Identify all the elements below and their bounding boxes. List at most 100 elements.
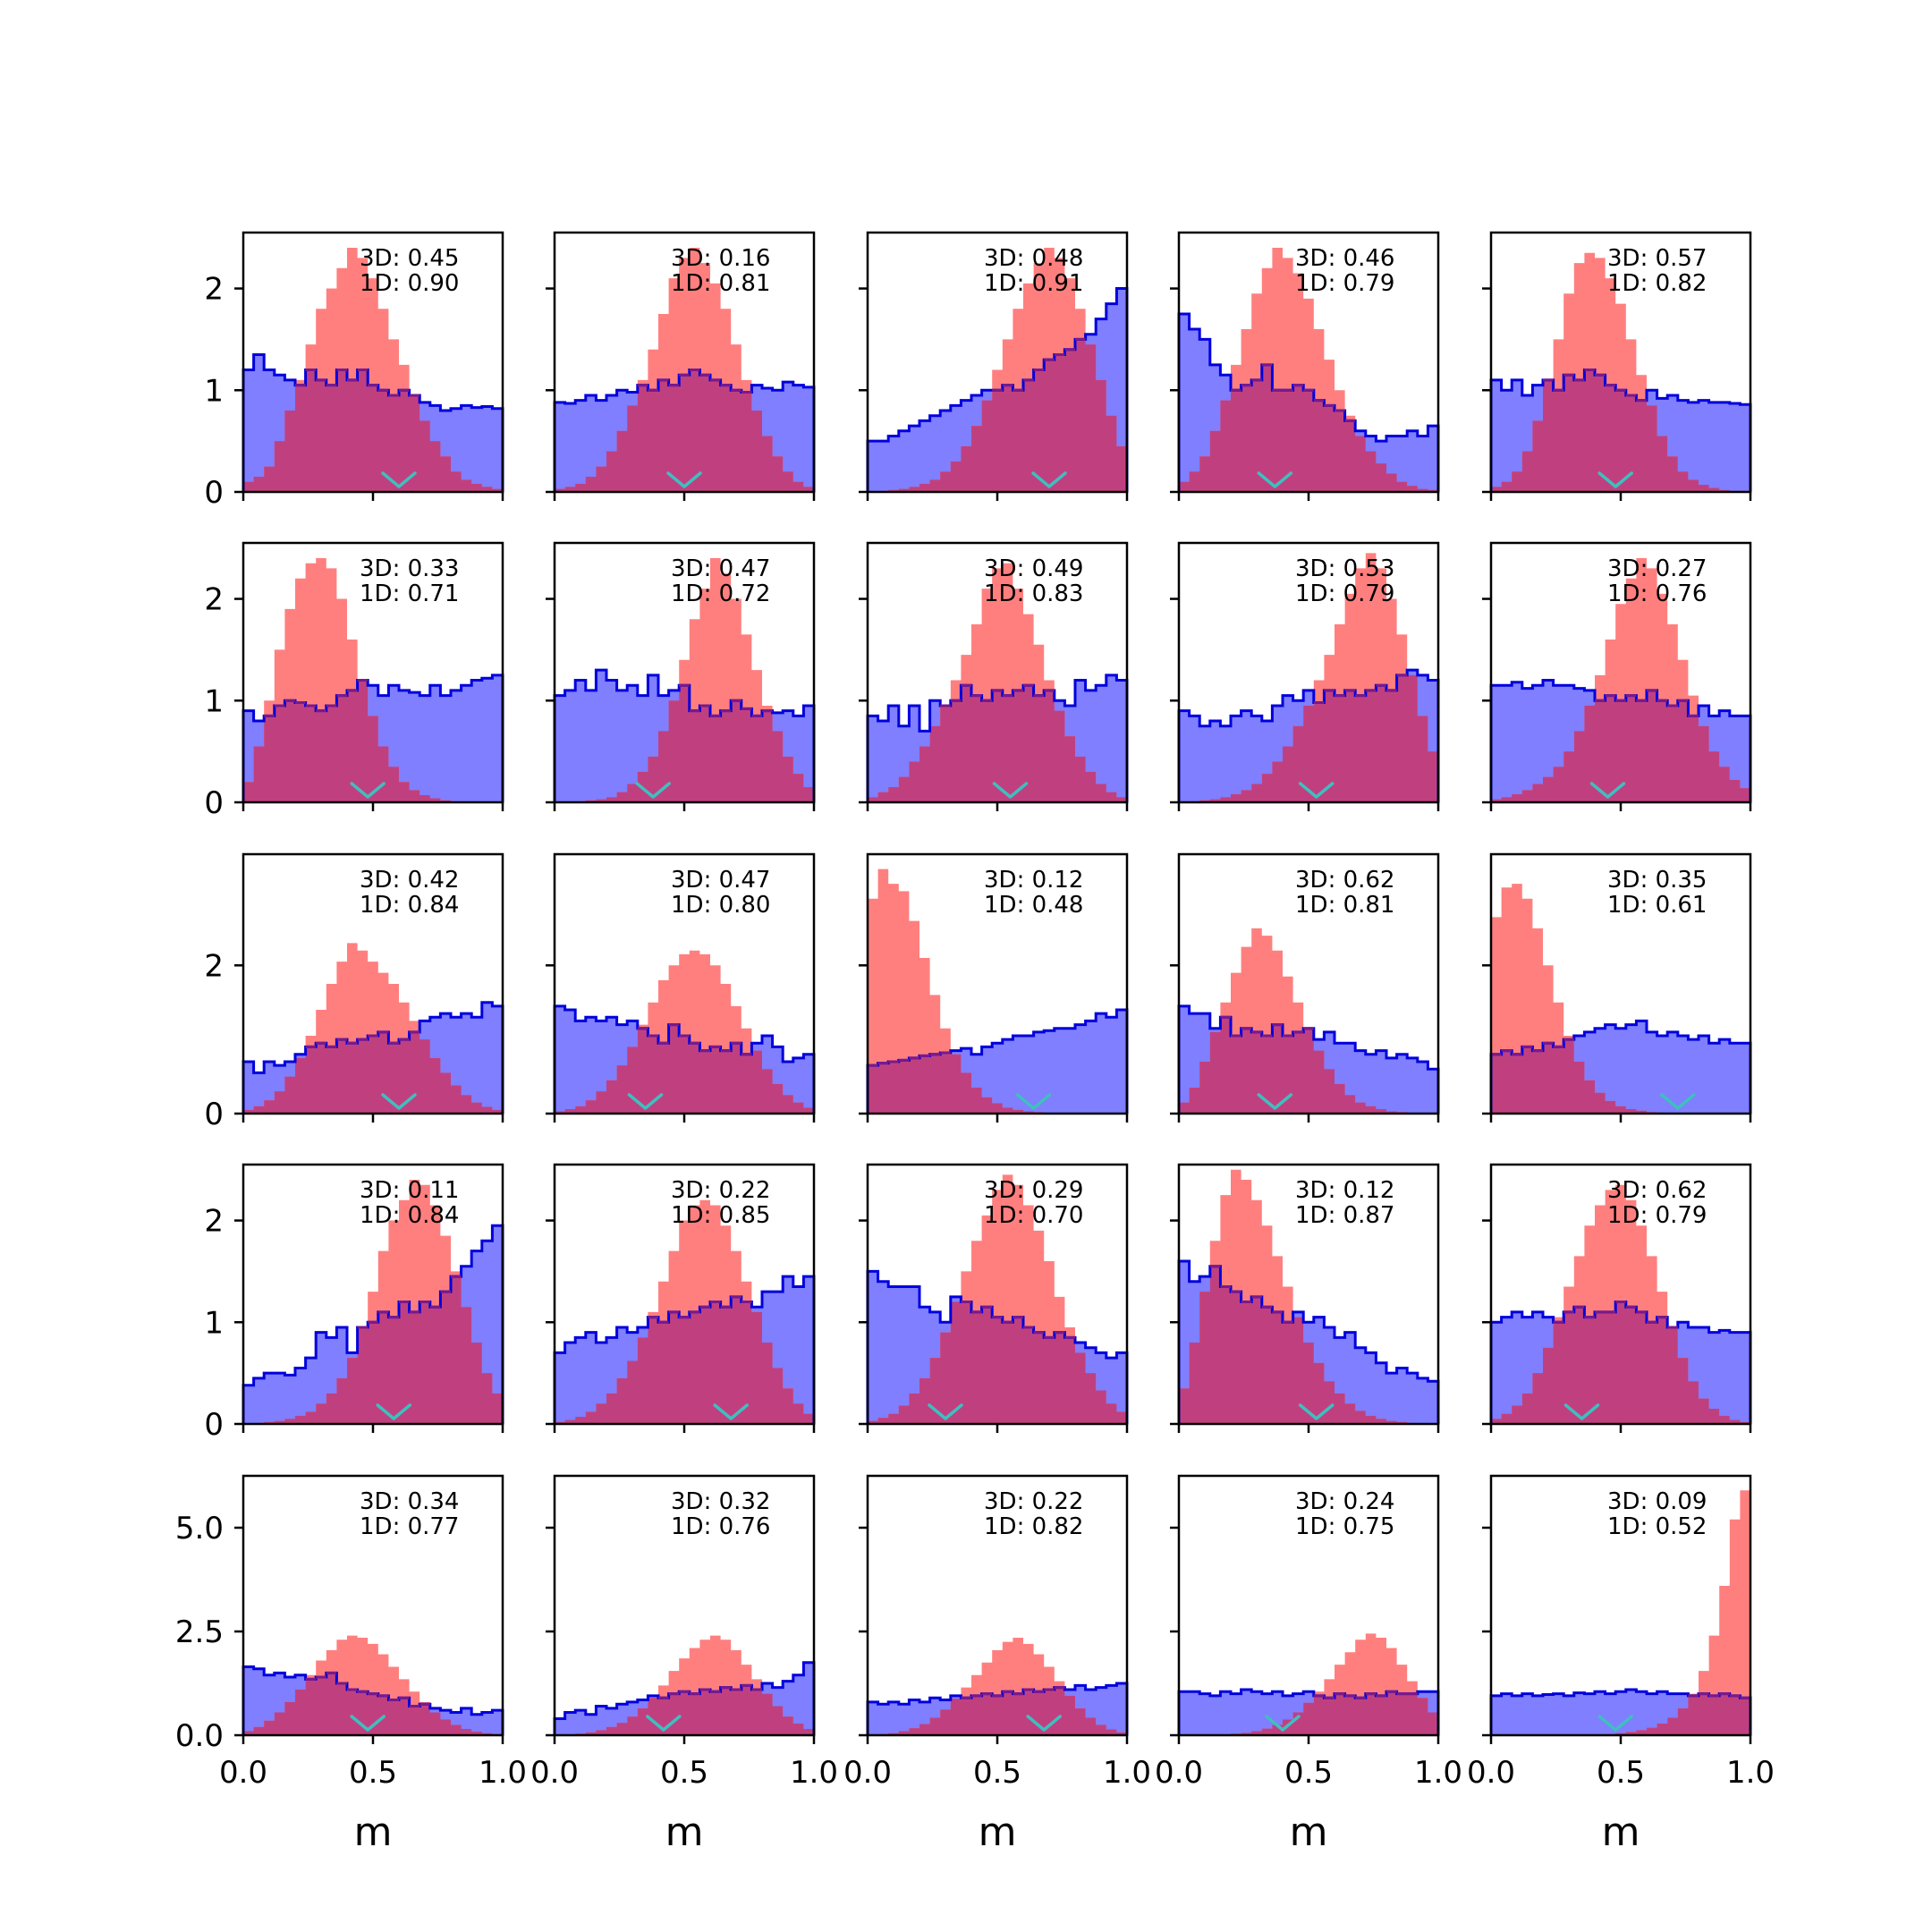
overlap-histogram-bars [243, 1276, 503, 1424]
chevron-marker-icon [992, 782, 1029, 799]
overlap-histogram-bars [243, 1031, 503, 1114]
annotation-3d: 3D: 0.12 [1295, 1177, 1394, 1204]
chevron-marker-icon [1031, 471, 1067, 488]
overlap-step-outline [1553, 1301, 1678, 1329]
annotation-3d: 3D: 0.46 [1295, 245, 1394, 272]
overlap-step-outline [305, 1030, 420, 1048]
chevron-marker-icon [1298, 782, 1335, 799]
x-tick-label: 1.0 [479, 1755, 527, 1791]
annotation-3d: 3D: 0.27 [1607, 555, 1707, 582]
annotation-1d: 1D: 0.72 [671, 580, 770, 607]
x-tick-label: 1.0 [1103, 1755, 1151, 1791]
overlap-step-outline [648, 1295, 752, 1324]
chevron-marker-icon [928, 1403, 963, 1420]
y-tick-label: 2.5 [175, 1614, 224, 1650]
overlap-histogram-bars [868, 685, 1127, 802]
annotation-1d: 1D: 0.84 [360, 892, 459, 919]
overlap-step-outline [1220, 1015, 1314, 1038]
annotation-3d: 3D: 0.29 [984, 1177, 1083, 1204]
annotation-3d: 3D: 0.22 [984, 1488, 1083, 1515]
annotation-3d: 3D: 0.34 [360, 1488, 459, 1515]
annotation-1d: 1D: 0.71 [360, 580, 459, 607]
blue-step-outline [866, 287, 1129, 492]
x-tick-label: 0.5 [660, 1755, 708, 1791]
overlap-histogram-bars [243, 1673, 503, 1735]
overlap-step-outline [637, 369, 752, 394]
annotation-3d: 3D: 0.12 [984, 867, 1083, 894]
x-tick-label: 1.0 [1726, 1755, 1775, 1791]
x-axis-label: m [354, 1809, 393, 1855]
annotation-1d: 1D: 0.76 [671, 1513, 770, 1540]
overlap-histogram-bars [1179, 364, 1438, 492]
overlap-step-outline [1313, 1690, 1418, 1699]
overlap-step-outline [305, 1671, 430, 1708]
annotation-3d: 3D: 0.24 [1295, 1488, 1394, 1515]
x-tick-label: 0.0 [1467, 1755, 1515, 1791]
overlap-histogram-bars [555, 685, 814, 802]
overlap-histogram-bars [1491, 690, 1750, 802]
annotation-1d: 1D: 0.79 [1607, 1202, 1707, 1229]
annotation-3d: 3D: 0.62 [1295, 867, 1394, 894]
annotation-3d: 3D: 0.47 [671, 555, 770, 582]
chevron-marker-icon [627, 1093, 664, 1110]
y-tick-label: 2 [204, 272, 224, 308]
red-histogram-bars [868, 869, 1127, 1114]
overlap-histogram-bars [868, 1687, 1127, 1735]
overlap-histogram-bars [868, 339, 1127, 492]
overlap-step-outline [264, 679, 369, 717]
y-tick-label: 0.0 [175, 1718, 224, 1754]
overlap-histogram-bars [1491, 1693, 1750, 1735]
annotation-1d: 1D: 0.81 [1295, 892, 1394, 919]
y-tick-label: 2 [204, 582, 224, 618]
x-tick-label: 0.5 [1284, 1755, 1333, 1791]
annotation-1d: 1D: 0.84 [360, 1202, 459, 1229]
y-tick-label: 0 [204, 1407, 224, 1443]
overlap-histogram-bars [243, 369, 503, 492]
x-tick-label: 0.0 [843, 1755, 892, 1791]
annotation-3d: 3D: 0.53 [1295, 555, 1394, 582]
x-axis-label: m [1290, 1809, 1328, 1855]
overlap-histogram-bars [243, 680, 503, 802]
overlap-histogram-bars [868, 1301, 1127, 1424]
overlap-step-outline [1543, 369, 1647, 402]
chevron-marker-icon [1257, 1093, 1293, 1110]
blue-step-outline [1177, 668, 1440, 802]
overlap-histogram-bars [868, 1053, 1127, 1114]
overlap-step-outline [940, 683, 1055, 708]
annotation-1d: 1D: 0.79 [1295, 270, 1394, 297]
overlap-histogram-bars [555, 1024, 814, 1114]
x-tick-label: 1.0 [790, 1755, 838, 1791]
chevron-marker-icon [350, 782, 386, 799]
overlap-histogram-bars [1179, 1266, 1438, 1424]
annotation-1d: 1D: 0.76 [1607, 580, 1707, 607]
annotation-3d: 3D: 0.57 [1607, 245, 1707, 272]
y-tick-label: 0 [204, 475, 224, 511]
annotation-3d: 3D: 0.16 [671, 245, 770, 272]
annotation-1d: 1D: 0.82 [1607, 270, 1707, 297]
annotation-1d: 1D: 0.61 [1607, 892, 1707, 919]
y-tick-label: 1 [204, 373, 224, 409]
annotation-3d: 3D: 0.32 [671, 1488, 770, 1515]
y-tick-label: 0 [204, 1097, 224, 1132]
annotation-3d: 3D: 0.11 [360, 1177, 459, 1204]
chevron-marker-icon [635, 782, 671, 799]
annotation-3d: 3D: 0.48 [984, 245, 1083, 272]
annotation-1d: 1D: 0.80 [671, 892, 770, 919]
x-tick-label: 0.0 [1155, 1755, 1203, 1791]
overlap-step-outline [992, 337, 1086, 392]
